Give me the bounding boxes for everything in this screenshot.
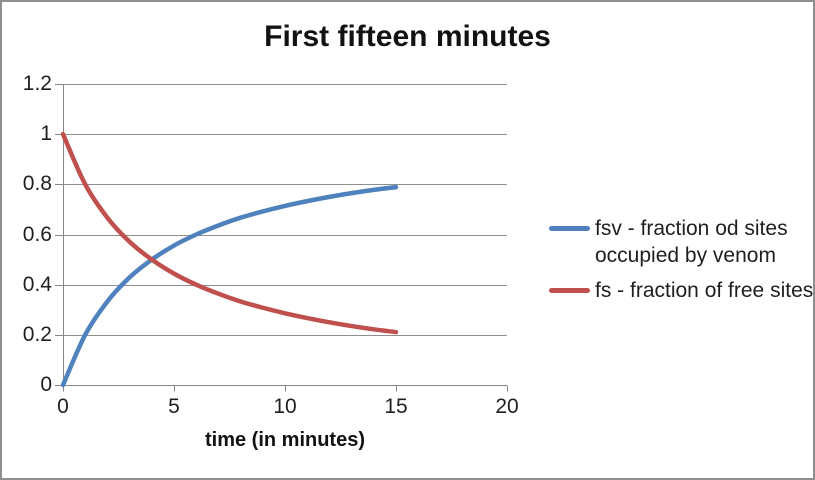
legend-entry-fs: fs - fraction of free sites <box>549 277 814 304</box>
legend: fsv - fraction od sites occupied by veno… <box>549 215 814 312</box>
legend-line-swatch-fs-icon <box>549 288 590 293</box>
series-line-1 <box>60 131 399 335</box>
x-axis-title: time (in minutes) <box>204 429 365 451</box>
chart-title: First fifteen minutes <box>264 20 551 53</box>
series-line-0 <box>60 184 399 388</box>
legend-label-fsv: fsv - fraction od sites occupied by veno… <box>595 217 788 267</box>
legend-label-fs: fs - fraction of free sites <box>595 279 814 302</box>
legend-line-swatch-fsv-icon <box>549 226 590 231</box>
legend-entry-fsv: fsv - fraction od sites occupied by veno… <box>549 215 813 269</box>
